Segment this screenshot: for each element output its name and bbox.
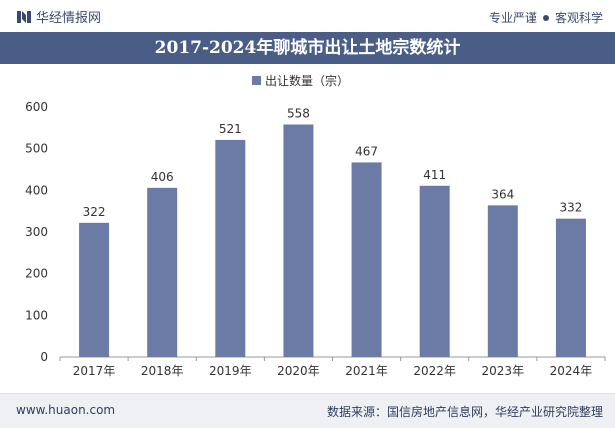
bar: [215, 139, 246, 357]
data-label: 364: [491, 187, 514, 201]
footer: www.huaon.com 数据来源：国信房地产信息网，华经产业研究院整理: [0, 393, 615, 428]
y-tick-label: 300: [25, 225, 48, 239]
bar: [147, 187, 178, 357]
legend: 出让数量（宗）: [252, 73, 349, 88]
y-tick-label: 400: [25, 183, 48, 197]
y-tick-label: 0: [40, 350, 48, 364]
x-tick-label: 2023年: [482, 364, 525, 378]
bar: [487, 205, 518, 357]
chart-title: 2017-2024年聊城市出让土地宗数统计: [0, 32, 615, 64]
x-tick-label: 2020年: [277, 364, 320, 378]
tagline: 专业严谨 客观科学: [489, 9, 603, 26]
tagline-right: 客观科学: [554, 11, 603, 25]
bar: [351, 162, 382, 357]
legend-swatch: [252, 76, 261, 85]
separator-dot-icon: [542, 14, 549, 21]
y-tick-label: 200: [25, 267, 48, 281]
data-label: 521: [219, 122, 242, 136]
bar-chart: 出让数量（宗） 0 100 200 300 400 500 600 322 2017年 406 201…: [25, 73, 606, 378]
x-tick-label: 2022年: [413, 364, 456, 378]
bar: [419, 185, 450, 357]
bar: [283, 124, 314, 357]
y-tick-label: 600: [25, 100, 48, 114]
data-label: 332: [559, 201, 582, 215]
data-label: 406: [151, 170, 174, 184]
bar: [555, 218, 586, 357]
x-tick-label: 2017年: [73, 364, 116, 378]
data-label: 322: [83, 205, 106, 219]
x-tick-label: 2021年: [345, 364, 388, 378]
x-tick-label: 2018年: [141, 364, 184, 378]
data-label: 467: [355, 144, 378, 158]
x-tick-label: 2024年: [550, 364, 593, 378]
y-tick-label: 100: [25, 308, 48, 322]
header-bar: 华经情报网 专业严谨 客观科学: [0, 0, 615, 33]
tagline-left: 专业严谨: [488, 11, 537, 25]
data-label: 558: [287, 107, 310, 121]
legend-label: 出让数量（宗）: [265, 73, 349, 88]
x-tick-label: 2019年: [209, 364, 252, 378]
y-tick-label: 500: [25, 142, 48, 156]
brand-name: 华经情报网: [36, 11, 102, 26]
logo-icon: [17, 10, 31, 23]
footer-url[interactable]: www.huaon.com: [16, 403, 116, 417]
bar: [79, 222, 110, 357]
brand[interactable]: 华经情报网: [16, 7, 101, 26]
data-label: 411: [423, 168, 446, 182]
footer-source: 数据来源：国信房地产信息网，华经产业研究院整理: [326, 405, 603, 419]
